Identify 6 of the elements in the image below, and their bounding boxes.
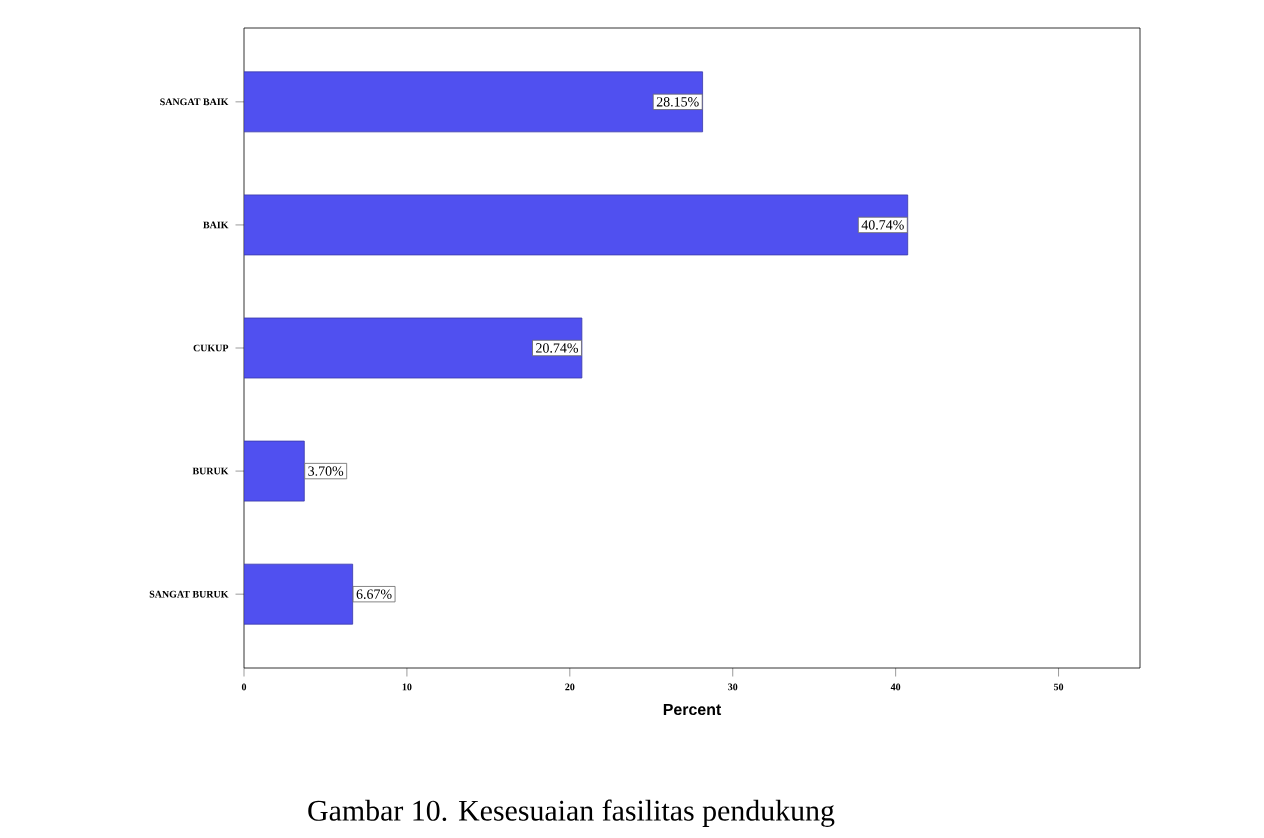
bar <box>244 71 703 133</box>
text: Gambar 10. Kesesuaian fasilitas pendukung <box>308 799 835 827</box>
bar <box>244 440 305 502</box>
bar <box>244 317 583 379</box>
bar <box>244 563 354 625</box>
bar <box>244 194 909 256</box>
